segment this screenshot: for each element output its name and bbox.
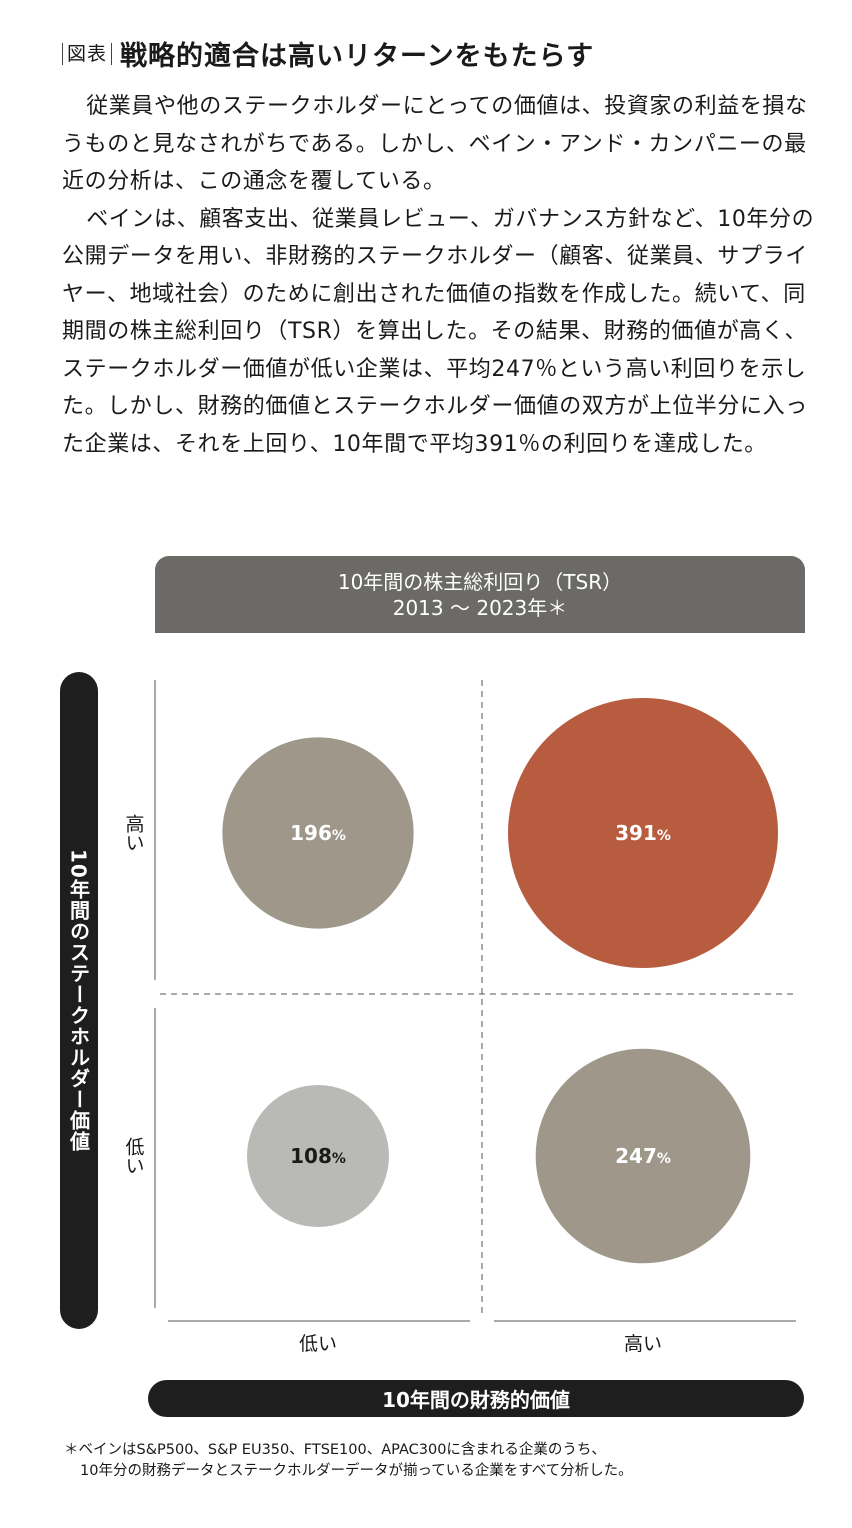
paragraph-1: 従業員や他のステークホルダーにとっての価値は、投資家の利益を損なうものと見なされ… [62, 94, 808, 194]
bubble [535, 1048, 751, 1264]
bubble [222, 737, 414, 929]
bubble-value-label: 196% [290, 821, 346, 845]
x-axis-label: 10年間の財務的価値 [382, 1388, 570, 1412]
figure-tag: 図表 [62, 42, 113, 65]
footnote: ＊ベインはS&P500、S&P EU350、FTSE100、APAC300に含ま… [64, 1440, 804, 1482]
footnote-line-1: ＊ベインはS&P500、S&P EU350、FTSE100、APAC300に含ま… [64, 1442, 606, 1458]
x-tick-label: 低い [299, 1333, 337, 1355]
chart-axes [154, 680, 796, 1322]
body-text: 従業員や他のステークホルダーにとっての価値は、投資家の利益を損なうものと見なされ… [62, 88, 822, 463]
bubble-value-label: 108% [290, 1144, 346, 1168]
y-axis-label: 10年間のステークホルダー価値 [66, 849, 91, 1152]
bubble-value-label: 391% [615, 821, 671, 845]
y-axis-label-banner: 10年間のステークホルダー価値 [60, 672, 98, 1329]
y-tick-label: 低い [123, 1137, 145, 1175]
chart-title: 10年間の株主総利回り（TSR） [337, 569, 623, 594]
footnote-line-2: 10年分の財務データとステークホルダーデータが揃っている企業をすべて分析した。 [80, 1463, 633, 1479]
x-axis-label-banner: 10年間の財務的価値 [148, 1380, 804, 1417]
chart-subtitle: 2013 〜 2023年＊ [392, 595, 568, 620]
chart-title-banner: 10年間の株主総利回り（TSR） 2013 〜 2023年＊ [155, 556, 805, 633]
bubble-value-label: 247% [615, 1144, 671, 1168]
figure-heading: 図表 戦略的適合は高いリターンをもたらす [62, 34, 594, 73]
paragraph-2: ベインは、顧客支出、従業員レビュー、ガバナンス方針など、10年分の公開データを用… [62, 206, 815, 457]
x-tick-label: 高い [624, 1333, 662, 1355]
bubble [508, 698, 778, 968]
y-tick-label: 高い [123, 814, 145, 852]
bubble [247, 1085, 389, 1227]
figure-title: 戦略的適合は高いリターンをもたらす [120, 41, 595, 72]
